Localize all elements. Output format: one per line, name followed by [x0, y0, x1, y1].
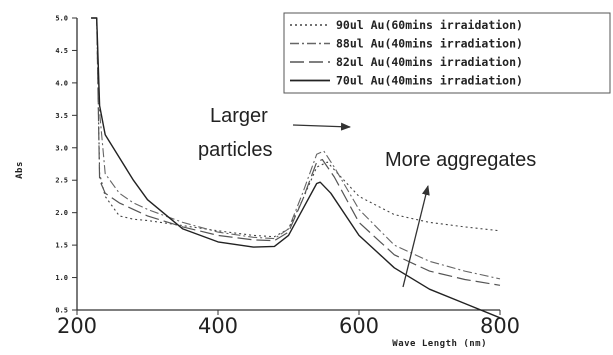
legend-box	[283, 12, 611, 94]
legend-entry-label: 70ul Au(40mins irradiation)	[336, 74, 523, 88]
x-tick-label: 400	[198, 314, 238, 338]
series-line-1	[91, 17, 501, 238]
y-tick-label: 5.0	[55, 15, 68, 23]
y-tick-label: 2.5	[55, 177, 68, 185]
series-line-3	[91, 17, 501, 286]
y-tick-label: 3.0	[55, 144, 68, 152]
legend-entry-label: 88ul Au(40mins irradiation)	[336, 37, 523, 51]
more-aggregates-label: More aggregates	[385, 149, 536, 171]
legend-entry-label: 90ul Au(60mins irraidation)	[336, 18, 523, 32]
series-line-4	[91, 17, 501, 319]
x-tick-label: 800	[480, 314, 520, 338]
legend-entry-label: 82ul Au(40mins irradiation)	[336, 55, 523, 69]
ticks: 0.5 1.0 1.5 2.0 2.5 3.0 3.5 4.0 4.5 5.0 200 400 600 8…	[55, 15, 520, 339]
x-axis-title: Wave Length (nm)	[392, 339, 487, 349]
y-tick-label: 4.0	[55, 79, 68, 87]
annotations: Larger particles More aggregates	[198, 105, 536, 288]
y-tick-label: 0.5	[55, 307, 68, 315]
x-tick-label: 600	[339, 314, 379, 338]
series-lines	[91, 17, 501, 319]
y-tick-label: 1.5	[55, 242, 68, 250]
larger-particles-label-line1: Larger	[210, 105, 268, 127]
y-tick-label: 2.0	[55, 209, 68, 217]
y-tick-label: 3.5	[55, 112, 68, 120]
larger-particles-arrow	[292, 122, 351, 131]
y-tick-label: 1.0	[55, 274, 68, 282]
y-tick-label: 4.5	[55, 47, 68, 55]
x-tick-label: 200	[57, 314, 97, 338]
larger-particles-label-line2: particles	[198, 139, 272, 161]
axes	[76, 18, 500, 311]
more-aggregates-arrow	[402, 185, 430, 288]
legend: 90ul Au(60mins irraidation) 88ul Au(40min…	[283, 12, 611, 94]
y-axis-title: Abs	[15, 161, 25, 179]
